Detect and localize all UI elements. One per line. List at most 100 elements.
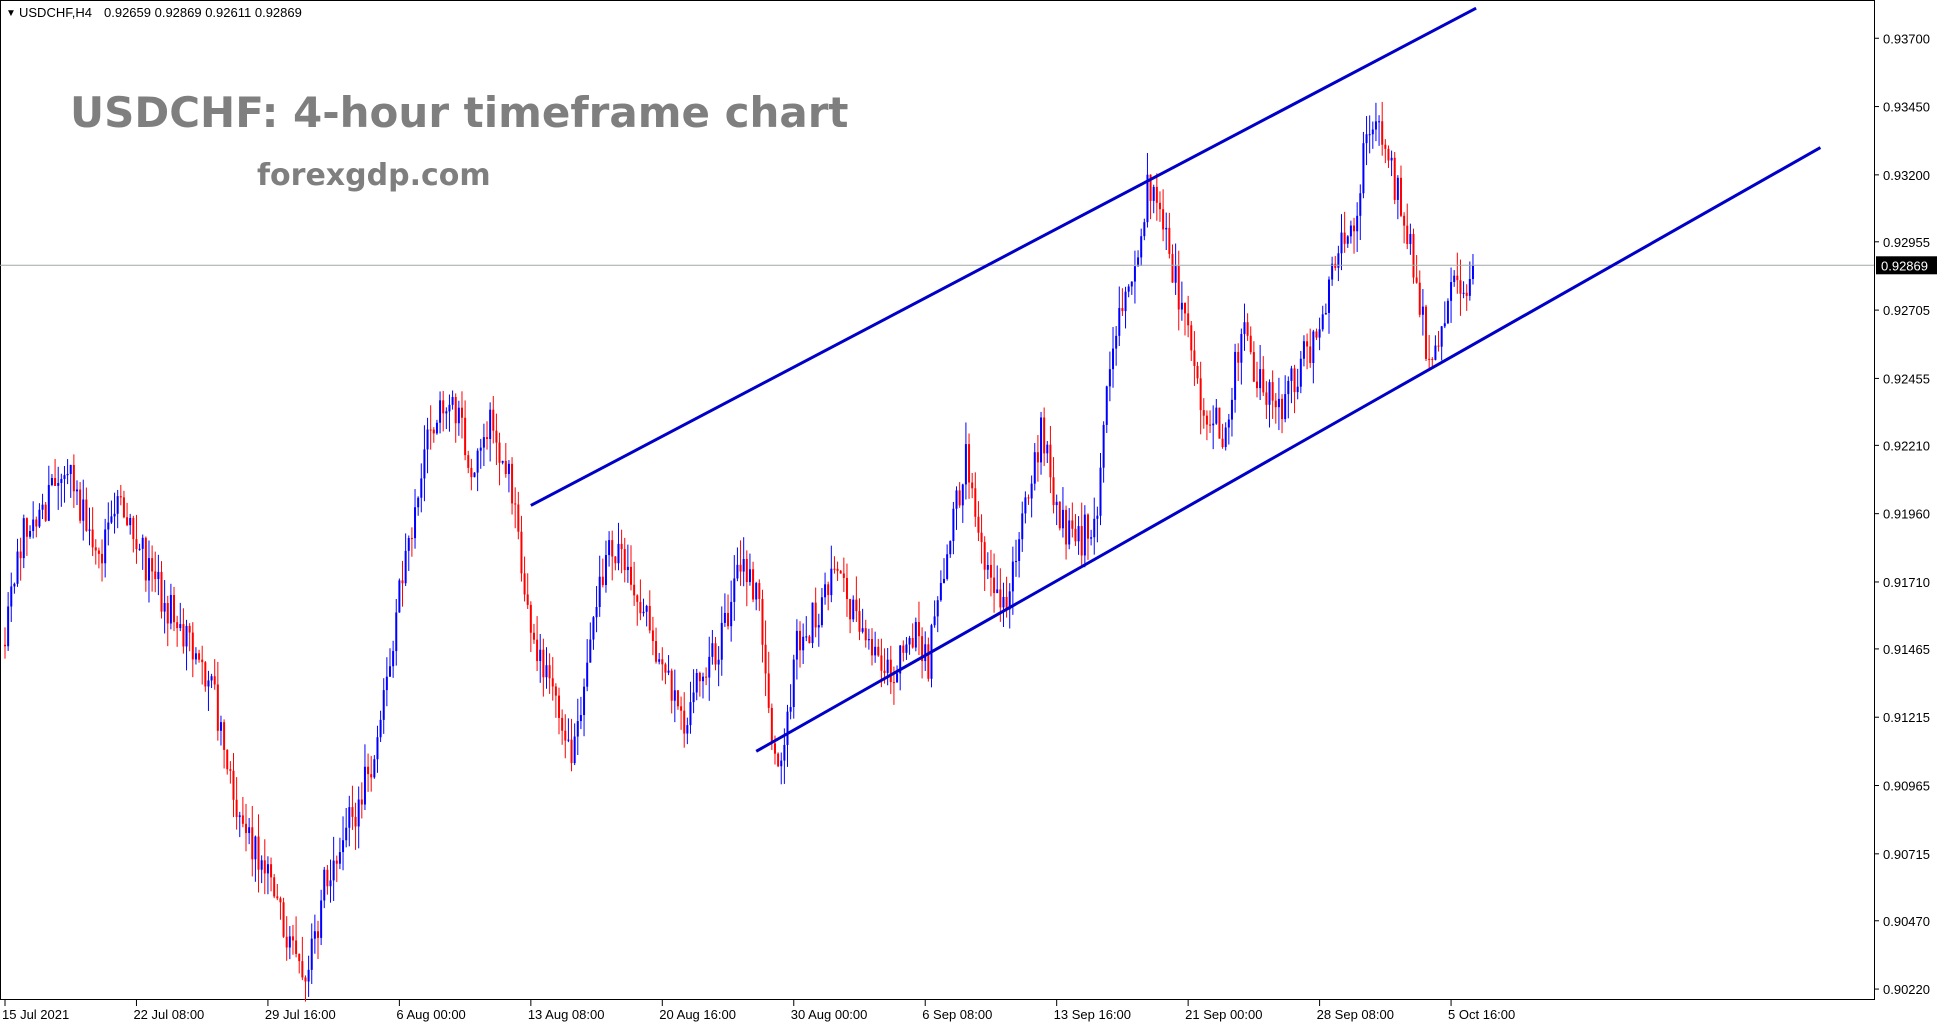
candle xyxy=(526,573,529,609)
candle xyxy=(1256,361,1258,398)
candle xyxy=(692,669,695,714)
candle xyxy=(867,628,870,650)
candle xyxy=(968,433,971,499)
candle xyxy=(705,667,708,686)
candle xyxy=(1071,502,1074,538)
candle xyxy=(1437,330,1440,352)
candle xyxy=(1315,328,1318,341)
candle xyxy=(179,602,182,632)
candle xyxy=(1158,191,1161,222)
candle xyxy=(786,704,789,767)
candle xyxy=(163,580,166,634)
candle xyxy=(1249,326,1252,355)
candle xyxy=(1393,152,1396,205)
candle xyxy=(808,634,811,644)
candle xyxy=(633,561,636,606)
candle xyxy=(1196,361,1199,384)
candle xyxy=(129,513,132,535)
candle xyxy=(404,533,407,586)
candle xyxy=(1127,284,1130,298)
candle xyxy=(780,752,783,785)
candle xyxy=(955,486,958,530)
candle xyxy=(739,540,742,586)
candle xyxy=(520,515,523,582)
candle xyxy=(1237,343,1240,381)
candle xyxy=(1468,261,1471,301)
candle xyxy=(420,463,423,513)
candle xyxy=(1140,228,1143,266)
candle xyxy=(761,589,764,663)
candle xyxy=(382,678,385,734)
candle xyxy=(1024,491,1027,524)
candle xyxy=(817,613,820,647)
time-tick-label: 30 Aug 00:00 xyxy=(791,1007,868,1022)
candle xyxy=(1409,223,1412,255)
candle xyxy=(126,502,129,527)
candle xyxy=(151,545,154,592)
candle xyxy=(1202,398,1205,429)
current-price-tag: 0.92869 xyxy=(1876,256,1937,275)
chart-dropdown-icon[interactable]: ▼ xyxy=(6,8,16,19)
candle xyxy=(936,596,939,633)
candle xyxy=(971,472,974,499)
candle xyxy=(113,492,116,534)
candle xyxy=(899,644,902,691)
candle xyxy=(1262,356,1265,396)
candle xyxy=(457,400,460,436)
candle xyxy=(198,649,201,663)
candle xyxy=(1102,421,1105,483)
candle xyxy=(147,540,150,603)
candle xyxy=(630,545,632,591)
candle xyxy=(423,425,426,502)
candle xyxy=(1362,131,1365,199)
candle xyxy=(1118,286,1121,347)
candle xyxy=(313,914,316,954)
candle xyxy=(933,600,936,628)
candle xyxy=(370,755,373,792)
candle xyxy=(767,651,770,714)
candle xyxy=(1040,411,1043,475)
candle xyxy=(855,576,858,622)
candle xyxy=(88,507,91,546)
candle xyxy=(241,796,244,828)
candle xyxy=(1293,364,1296,414)
candle xyxy=(110,500,113,524)
candle xyxy=(511,457,514,515)
candle xyxy=(974,472,977,527)
candle xyxy=(464,400,467,461)
candle xyxy=(1421,289,1424,336)
candle xyxy=(467,450,470,474)
candle xyxy=(226,749,229,775)
candle xyxy=(25,517,28,556)
candle xyxy=(1046,441,1049,464)
candle xyxy=(833,556,836,574)
candle xyxy=(1033,442,1036,491)
candle xyxy=(414,489,417,549)
candle xyxy=(385,657,388,707)
candle xyxy=(154,551,157,593)
candle xyxy=(989,549,992,597)
candle xyxy=(539,633,542,683)
candle xyxy=(1387,145,1390,168)
candle xyxy=(354,802,357,850)
candle xyxy=(626,544,629,583)
candle xyxy=(501,460,504,465)
candle xyxy=(392,640,395,678)
candle xyxy=(858,598,861,641)
candle xyxy=(426,417,429,474)
candle xyxy=(210,673,213,689)
candle xyxy=(32,501,35,539)
candle xyxy=(1252,341,1255,383)
candle xyxy=(388,648,391,677)
candle xyxy=(589,622,592,663)
candle xyxy=(517,491,520,540)
candle xyxy=(917,601,920,656)
candle xyxy=(1096,506,1099,543)
candle xyxy=(19,537,22,581)
candle xyxy=(1281,394,1284,434)
candle xyxy=(636,594,639,626)
candle xyxy=(1425,304,1428,362)
time-tick-label: 29 Jul 16:00 xyxy=(265,1007,336,1022)
candle xyxy=(1036,435,1039,482)
